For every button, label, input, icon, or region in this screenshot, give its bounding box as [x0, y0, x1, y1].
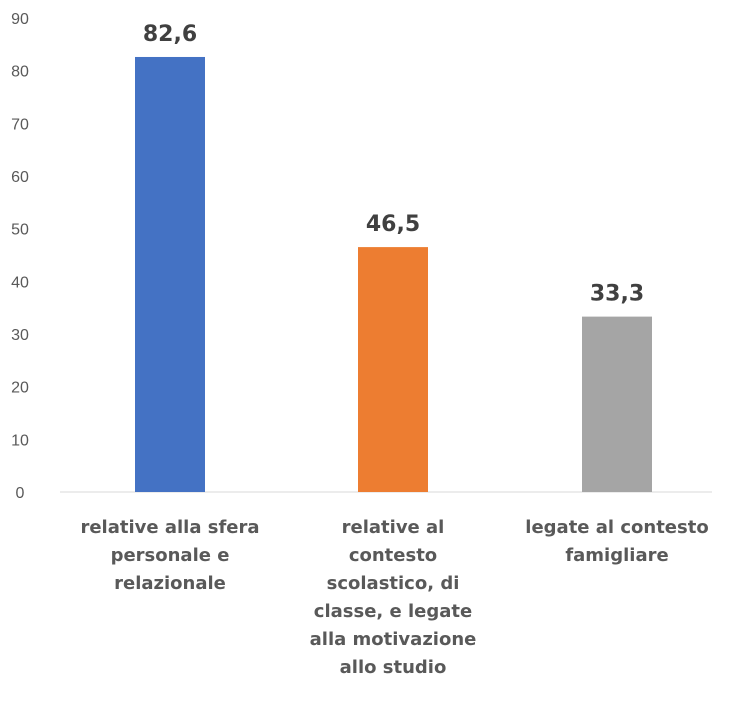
bar	[358, 247, 428, 492]
y-tick-label: 90	[11, 11, 29, 28]
y-tick-label: 30	[11, 327, 29, 344]
data-labels: 82,6 46,5 33,3	[143, 22, 644, 307]
category-label: relative al contesto scolastico, di clas…	[309, 517, 477, 678]
y-tick-label: 0	[16, 485, 25, 502]
y-axis-ticks: 0 10 20 30 40 50 60 70 80 90	[11, 11, 29, 502]
y-tick-label: 60	[11, 169, 29, 186]
data-label: 33,3	[590, 282, 644, 307]
y-tick-label: 10	[11, 432, 29, 449]
y-tick-label: 80	[11, 64, 29, 81]
category-label: legate al contesto famigliare	[525, 517, 709, 566]
data-label: 46,5	[366, 212, 420, 237]
bar	[582, 316, 652, 492]
category-label: relative alla sfera personale e relazion…	[80, 517, 260, 594]
data-label: 82,6	[143, 22, 197, 47]
y-tick-label: 50	[11, 222, 29, 239]
y-tick-label: 40	[11, 274, 29, 291]
y-tick-label: 70	[11, 116, 29, 133]
bar	[135, 56, 205, 493]
y-tick-label: 20	[11, 380, 29, 397]
bars	[135, 56, 652, 493]
